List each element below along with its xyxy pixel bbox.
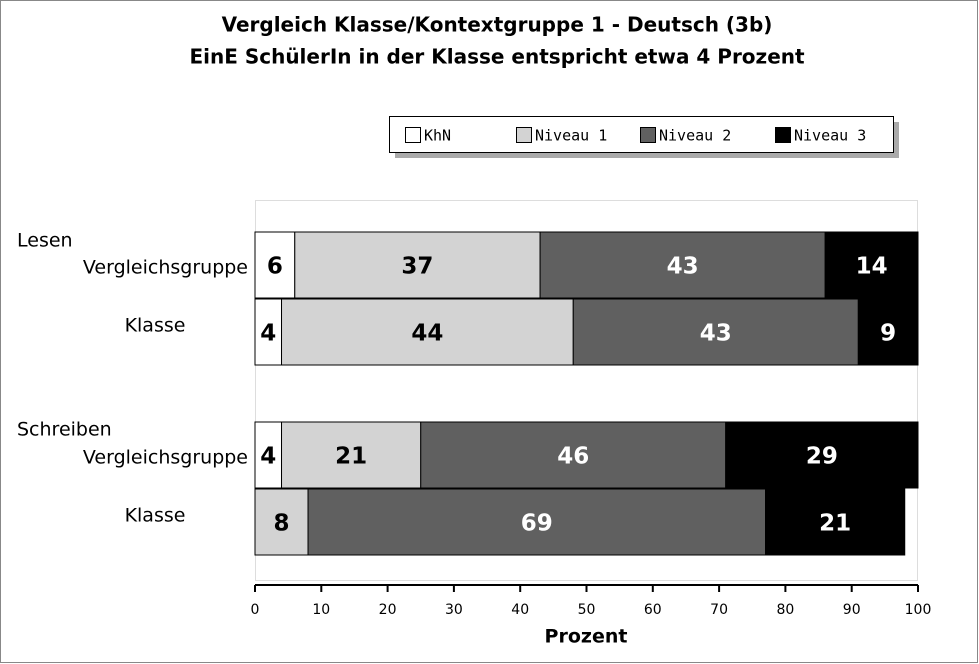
bar-segment	[824, 231, 919, 299]
data-label: 37	[401, 254, 433, 280]
data-label: 21	[819, 511, 851, 537]
data-label: 8	[274, 511, 290, 537]
bar-segment	[254, 231, 296, 299]
data-label: 21	[335, 444, 367, 470]
x-tick-label: 0	[251, 602, 260, 618]
data-label: 43	[700, 321, 732, 347]
bar-segment	[857, 298, 919, 366]
data-label: 4	[260, 444, 276, 470]
data-label: 14	[856, 254, 888, 280]
bar-segment	[539, 231, 826, 299]
bar-segment	[281, 421, 422, 489]
legend-label: KhN	[424, 127, 451, 145]
category-label: Klasse	[125, 315, 186, 337]
legend-swatch	[516, 127, 532, 143]
chart-title: Vergleich Klasse/Kontextgruppe 1 - Deuts…	[222, 13, 773, 37]
legend-swatch	[405, 127, 421, 143]
data-label: 43	[667, 254, 699, 280]
x-tick-label: 90	[843, 602, 861, 618]
bar-segment	[281, 298, 574, 366]
bar-segment	[725, 421, 919, 489]
bar-segment	[254, 298, 283, 366]
legend-label: Niveau 2	[659, 127, 731, 145]
data-label: 4	[260, 321, 276, 347]
data-label: 6	[267, 254, 283, 280]
category-label: Vergleichsgruppe	[83, 447, 248, 469]
legend-swatch	[775, 127, 791, 143]
data-label: 29	[806, 444, 838, 470]
chart-subtitle: EinE SchülerIn in der Klasse entspricht …	[189, 45, 805, 69]
x-tick-label: 20	[379, 602, 397, 618]
bar-segment	[572, 298, 859, 366]
bar-segment	[254, 421, 283, 489]
x-tick-label: 100	[905, 602, 932, 618]
x-tick-label: 80	[776, 602, 794, 618]
data-label: 46	[557, 444, 589, 470]
x-axis-label: Prozent	[545, 626, 628, 648]
legend-label: Niveau 1	[535, 127, 607, 145]
group-label: Lesen	[17, 230, 73, 252]
data-label: 44	[411, 321, 443, 347]
x-tick-label: 50	[578, 602, 596, 618]
x-tick-label: 30	[445, 602, 463, 618]
data-label: 9	[880, 321, 896, 347]
x-tick-label: 60	[644, 602, 662, 618]
legend-swatch	[640, 127, 656, 143]
x-tick-label: 10	[312, 602, 330, 618]
data-label: 69	[521, 511, 553, 537]
bar-segment	[420, 421, 727, 489]
group-label: Schreiben	[17, 419, 112, 441]
bar-segment	[765, 488, 906, 556]
category-label: Klasse	[125, 505, 186, 527]
legend-label: Niveau 3	[794, 127, 866, 145]
bar-segment	[294, 231, 541, 299]
category-label: Vergleichsgruppe	[83, 257, 248, 279]
x-tick-label: 70	[710, 602, 728, 618]
x-tick-label: 40	[511, 602, 529, 618]
bar-segment	[307, 488, 767, 556]
